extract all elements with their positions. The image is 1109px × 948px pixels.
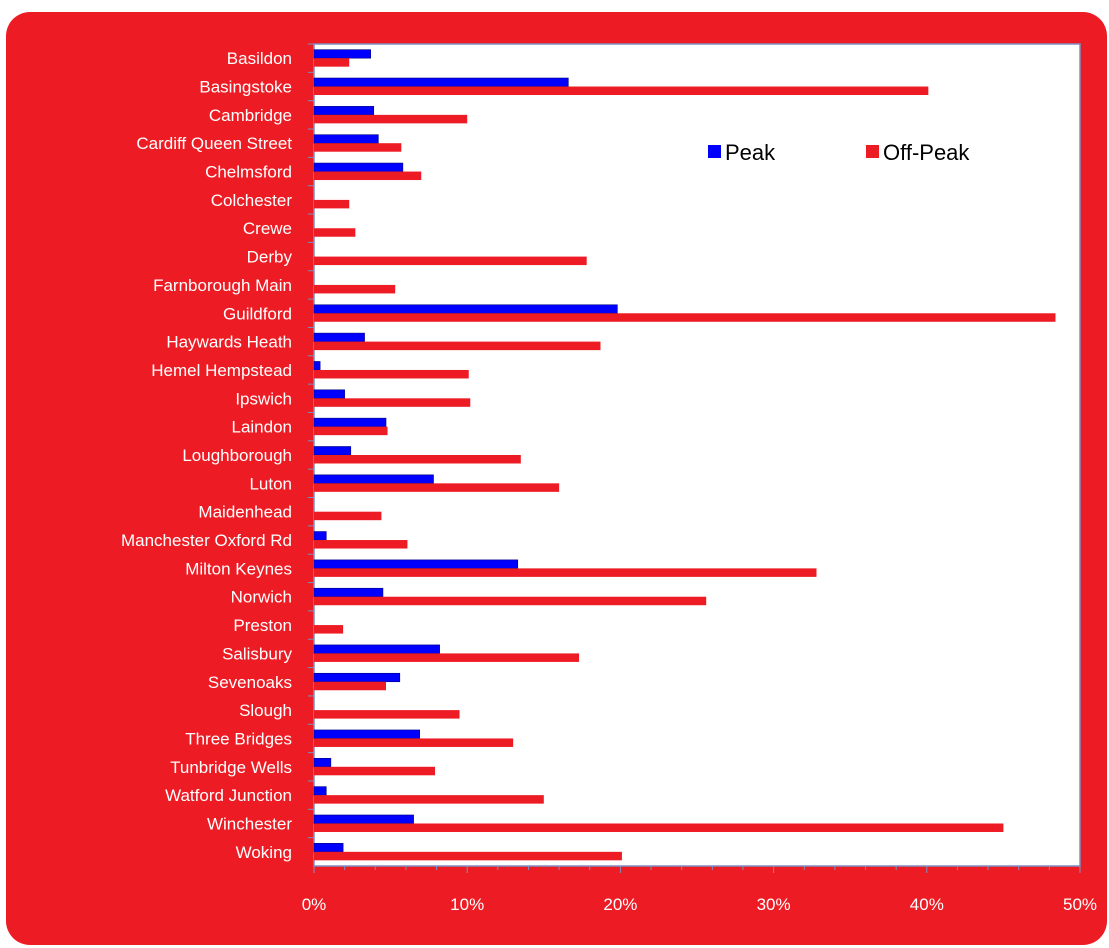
x-tick-label-20: 20% xyxy=(603,895,637,914)
bar-peak-three-bridges xyxy=(313,729,421,739)
bar-off-peak-cardiff-queen-street xyxy=(314,143,402,152)
x-tick-label-30: 30% xyxy=(757,895,791,914)
category-label-three-bridges: Three Bridges xyxy=(185,729,292,748)
category-label-crewe: Crewe xyxy=(243,219,292,238)
bar-off-peak-norwich xyxy=(314,596,707,606)
category-label-winchester: Winchester xyxy=(207,814,292,833)
bar-peak-tunbridge-wells xyxy=(313,757,332,768)
bar-off-peak-laindon xyxy=(314,426,388,436)
bar-off-peak-manchester-oxford-rd xyxy=(314,540,408,549)
bar-off-peak-salisbury xyxy=(314,653,580,662)
bar-off-peak-watford-junction xyxy=(314,795,544,804)
bar-off-peak-basingstoke xyxy=(314,86,929,96)
bar-off-peak-three-bridges xyxy=(314,738,514,747)
bar-off-peak-luton xyxy=(314,483,560,492)
category-label-salisbury: Salisbury xyxy=(222,644,292,663)
bar-peak-manchester-oxford-rd xyxy=(313,531,327,541)
bar-peak-watford-junction xyxy=(313,786,327,796)
x-axis: 0% 10% 20% 30% 40% 50% xyxy=(302,43,1097,914)
legend-label-peak: Peak xyxy=(725,140,776,165)
bar-off-peak-winchester xyxy=(314,823,1004,832)
bar-off-peak-preston xyxy=(314,625,344,634)
bar-peak-woking xyxy=(313,843,344,853)
category-label-guildford: Guildford xyxy=(223,304,292,323)
bar-off-peak-cambridge xyxy=(314,114,468,124)
bar-off-peak-hemel-hempstead xyxy=(314,369,469,379)
legend: Peak Off-Peak xyxy=(708,140,970,165)
bar-off-peak-milton-keynes xyxy=(314,568,817,577)
category-label-chelmsford: Chelmsford xyxy=(205,163,292,182)
bar-peak-guildford xyxy=(313,304,618,314)
bars-group xyxy=(313,49,1056,861)
x-tick-label-40: 40% xyxy=(910,895,944,914)
category-label-manchester-oxford-rd: Manchester Oxford Rd xyxy=(121,531,292,550)
legend-swatch-peak xyxy=(708,145,721,158)
category-label-basildon: Basildon xyxy=(227,49,292,68)
x-tick-label-50: 50% xyxy=(1063,895,1097,914)
category-label-sevenoaks: Sevenoaks xyxy=(208,673,292,692)
category-label-hemel-hempstead: Hemel Hempstead xyxy=(151,361,292,380)
category-label-woking: Woking xyxy=(236,843,292,862)
bar-peak-winchester xyxy=(313,814,414,824)
category-label-cambridge: Cambridge xyxy=(209,106,292,125)
bar-peak-chelmsford xyxy=(313,162,404,172)
bar-off-peak-haywards-heath xyxy=(314,341,601,351)
category-labels: Basildon Basingstoke Cambridge Cardiff Quee… xyxy=(121,49,293,862)
bar-off-peak-tunbridge-wells xyxy=(314,766,436,776)
category-label-watford-junction: Watford Junction xyxy=(165,786,292,805)
bar-peak-salisbury xyxy=(313,644,440,654)
bar-off-peak-crewe xyxy=(314,228,356,237)
category-label-loughborough: Loughborough xyxy=(182,446,292,465)
bar-peak-cambridge xyxy=(313,106,375,116)
legend-swatch-off-peak xyxy=(866,145,879,158)
category-label-derby: Derby xyxy=(247,248,293,267)
bar-peak-ipswich xyxy=(313,389,345,399)
bar-off-peak-derby xyxy=(314,256,587,266)
bar-off-peak-woking xyxy=(314,851,622,861)
category-label-luton: Luton xyxy=(249,474,292,493)
bar-peak-haywards-heath xyxy=(313,332,365,342)
category-label-cardiff-queen-street: Cardiff Queen Street xyxy=(136,134,292,153)
category-label-norwich: Norwich xyxy=(231,588,292,607)
bar-off-peak-ipswich xyxy=(314,398,471,407)
category-label-basingstoke: Basingstoke xyxy=(199,78,292,97)
bar-peak-laindon xyxy=(313,417,387,427)
bar-peak-hemel-hempstead xyxy=(313,361,321,371)
bar-off-peak-chelmsford xyxy=(314,171,422,181)
bar-off-peak-sevenoaks xyxy=(314,681,387,691)
x-tick-label-0: 0% xyxy=(302,895,327,914)
bar-peak-cardiff-queen-street xyxy=(313,134,379,144)
category-label-farnborough-main: Farnborough Main xyxy=(153,276,292,295)
bar-off-peak-loughborough xyxy=(314,455,521,464)
category-label-slough: Slough xyxy=(239,701,292,720)
legend-label-off-peak: Off-Peak xyxy=(883,140,970,165)
bar-off-peak-slough xyxy=(314,710,460,719)
bar-off-peak-colchester xyxy=(314,199,350,209)
category-label-maidenhead: Maidenhead xyxy=(198,503,292,522)
bar-peak-sevenoaks xyxy=(313,672,401,683)
bar-off-peak-maidenhead xyxy=(314,511,382,521)
bar-peak-luton xyxy=(313,474,434,484)
x-tick-label-10: 10% xyxy=(450,895,484,914)
bar-off-peak-farnborough-main xyxy=(314,284,396,294)
bar-peak-basildon xyxy=(313,49,371,59)
category-label-milton-keynes: Milton Keynes xyxy=(185,559,292,578)
bar-peak-basingstoke xyxy=(313,77,569,87)
category-label-laindon: Laindon xyxy=(231,418,292,437)
category-label-tunbridge-wells: Tunbridge Wells xyxy=(170,758,292,777)
bar-off-peak-basildon xyxy=(314,58,350,67)
bar-peak-milton-keynes xyxy=(313,559,519,569)
category-label-haywards-heath: Haywards Heath xyxy=(166,333,292,352)
category-label-preston: Preston xyxy=(233,616,292,635)
category-label-colchester: Colchester xyxy=(211,191,293,210)
bar-peak-norwich xyxy=(313,587,384,598)
category-label-ipswich: Ipswich xyxy=(235,389,292,408)
bar-peak-loughborough xyxy=(313,446,352,456)
bar-off-peak-guildford xyxy=(314,313,1056,322)
